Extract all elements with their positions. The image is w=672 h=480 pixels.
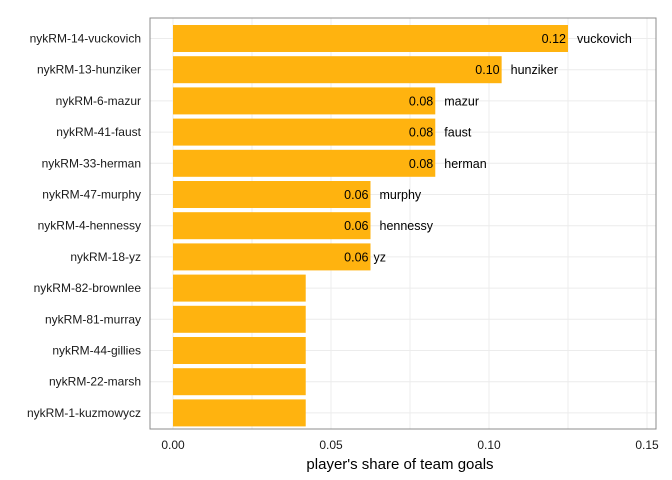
value-label: 0.06 [344, 250, 368, 264]
x-tick-label: 0.15 [635, 438, 659, 452]
data-labels: 0.12 vuckovich 0.10 hunziker 0.08 mazur 0.08 fa… [344, 32, 632, 264]
bar [173, 243, 371, 271]
category-label: nykRM-1-kuzmowycz [27, 406, 141, 420]
bar [173, 399, 306, 427]
bar [173, 181, 371, 208]
bar [173, 149, 436, 177]
category-label: nykRM-44-gillies [52, 344, 141, 358]
name-label: faust [444, 126, 472, 140]
bar [173, 212, 371, 240]
bar [173, 337, 306, 364]
x-axis-title: player's share of team goals [306, 456, 493, 473]
category-label: nykRM-6-mazur [56, 94, 141, 108]
bar [173, 368, 306, 396]
panel-border [149, 17, 657, 430]
value-label: 0.08 [409, 126, 433, 140]
name-label: hunziker [511, 63, 558, 77]
bar [173, 118, 436, 146]
category-label: nykRM-14-vuckovich [30, 32, 141, 46]
value-label: 0.10 [475, 63, 499, 77]
x-tick-label: 0.05 [319, 438, 343, 452]
name-label: hennessy [380, 219, 434, 233]
value-label: 0.08 [409, 94, 433, 108]
category-label: nykRM-4-hennessy [38, 219, 141, 233]
name-label: yz [374, 250, 387, 264]
category-label: nykRM-13-hunziker [37, 63, 141, 77]
bar [173, 25, 568, 52]
bars [173, 25, 568, 427]
category-label: nykRM-47-murphy [42, 188, 141, 202]
value-label: 0.06 [344, 188, 368, 202]
category-label: nykRM-33-herman [42, 156, 141, 170]
category-label: nykRM-41-faust [56, 125, 141, 139]
value-label: 0.06 [344, 219, 368, 233]
bar [173, 87, 436, 115]
category-label: nykRM-82-brownlee [34, 281, 142, 295]
name-label: herman [444, 157, 486, 171]
category-labels: nykRM-14-vuckovich nykRM-13-hunziker nykRM… [27, 32, 142, 420]
x-tick-labels: 0.00 0.05 0.10 0.15 [161, 438, 659, 452]
bar [173, 56, 502, 84]
category-label: nykRM-18-yz [70, 250, 141, 264]
x-tick-label: 0.10 [477, 438, 501, 452]
bar [173, 274, 306, 302]
name-label: mazur [444, 94, 479, 108]
name-label: vuckovich [577, 32, 632, 46]
category-label: nykRM-22-marsh [49, 375, 141, 389]
x-tick-label: 0.00 [161, 438, 185, 452]
bar [173, 305, 306, 333]
value-label: 0.08 [409, 157, 433, 171]
name-label: murphy [380, 188, 422, 202]
category-label: nykRM-81-murray [45, 312, 141, 326]
value-label: 0.12 [542, 32, 566, 46]
